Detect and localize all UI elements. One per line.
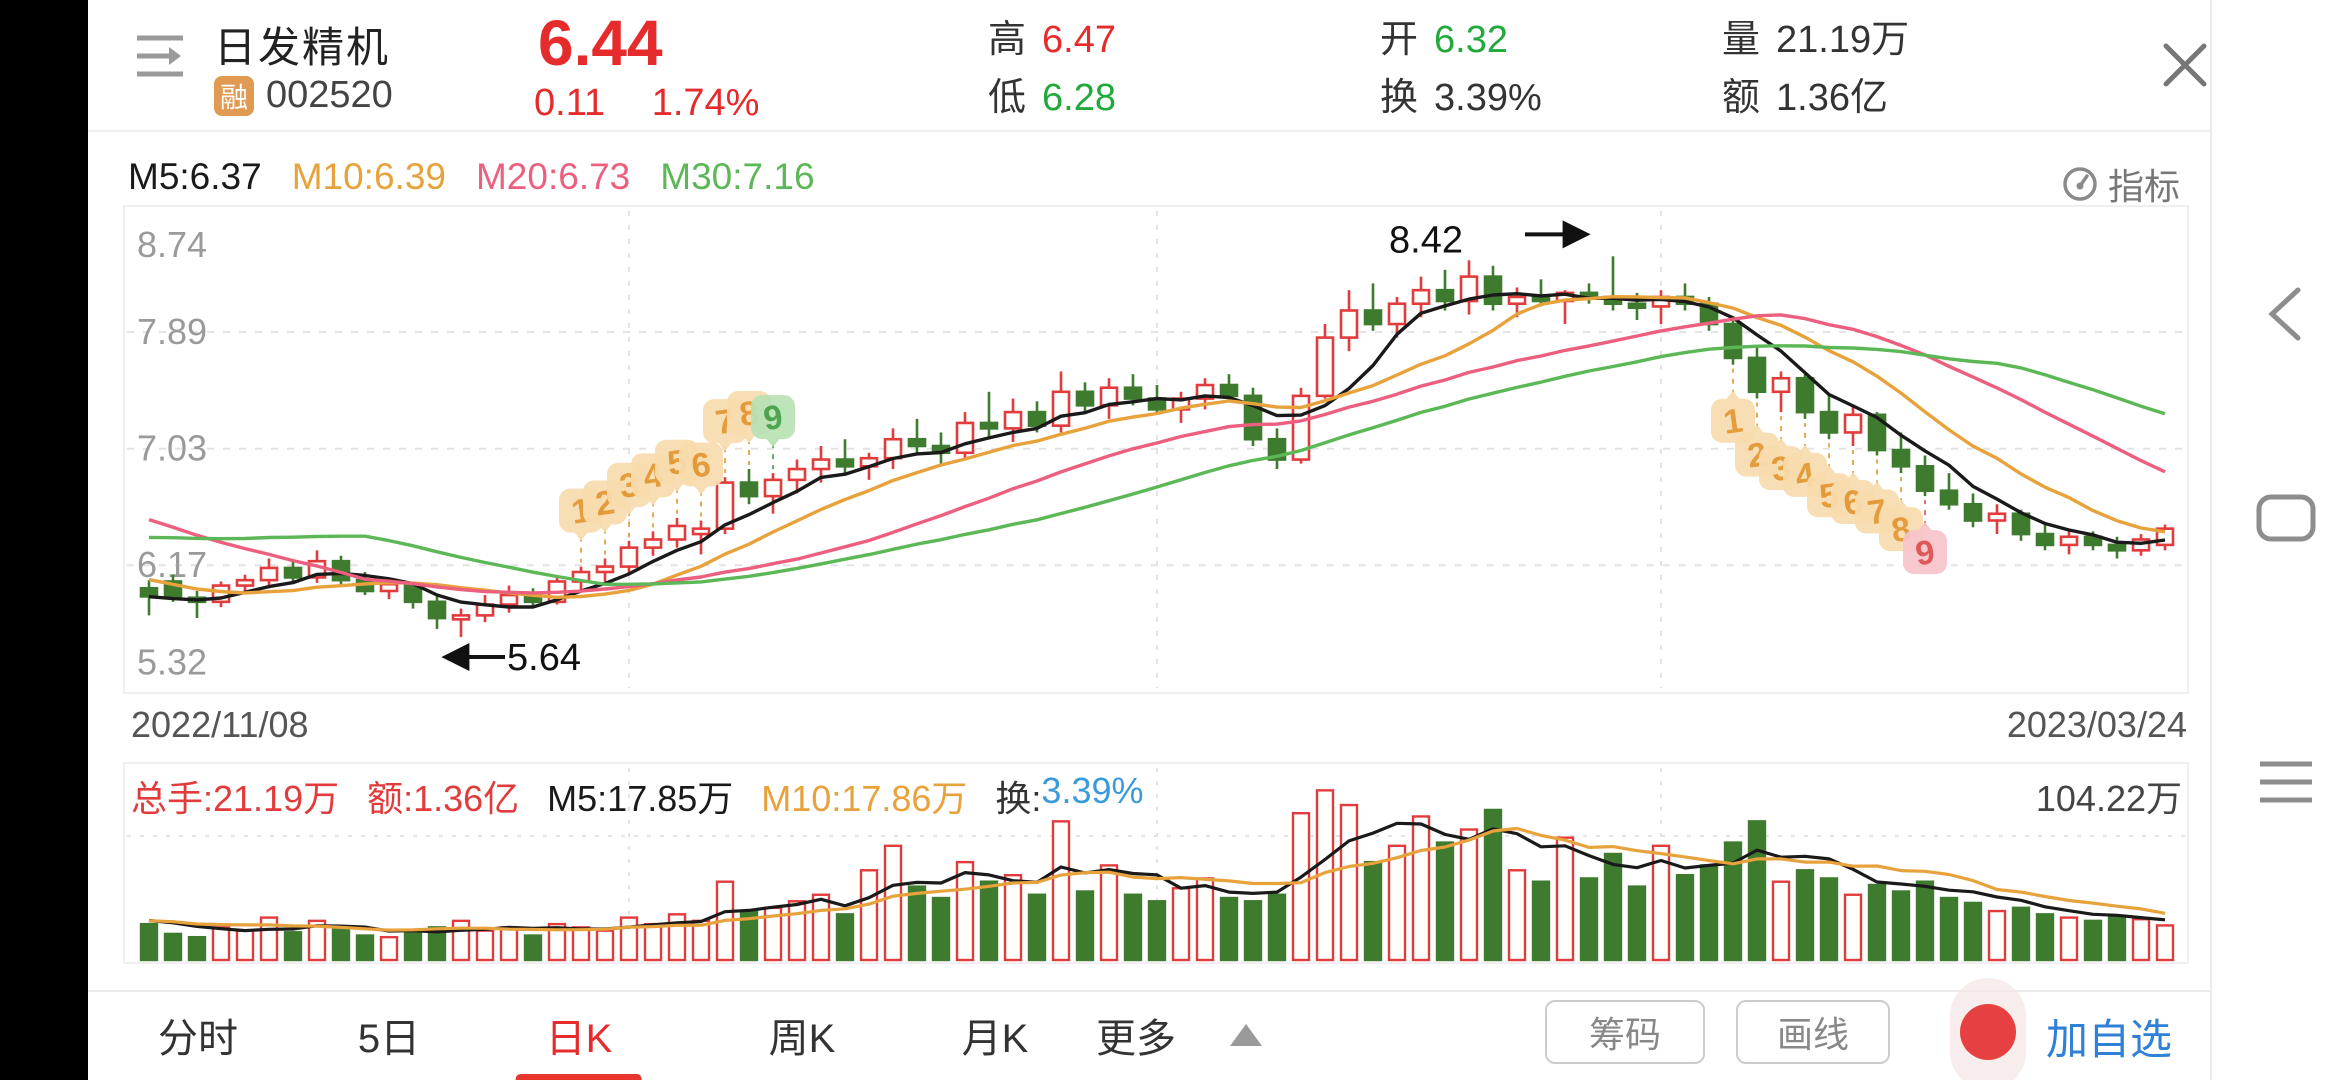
volume-chart[interactable] (123, 762, 2189, 964)
quote-stat-value: 6.47 (1042, 19, 1116, 61)
tab-日K[interactable]: 日K (546, 1006, 613, 1064)
price-change: 0.11 (534, 82, 606, 124)
td-badge-6: 6 (679, 442, 723, 495)
quote-stat-value: 3.39% (1434, 77, 1542, 119)
tab-周K[interactable]: 周K (768, 1017, 836, 1061)
quote-stat-label: 低 (988, 77, 1027, 119)
volume-legend-item: 3.39% (1041, 770, 1144, 811)
chips-button[interactable]: 筹码 (1545, 1000, 1705, 1064)
price-change-row: 0.11 1.74% (534, 82, 795, 125)
low-annotation: 5.64 (507, 637, 581, 679)
svg-text:7.03: 7.03 (137, 428, 207, 469)
quote-stat-label: 额 (1722, 77, 1761, 119)
bottom-tab-bar: 分时 5日 日K 周K 月K 更多 筹码 画线 加自选 (88, 978, 2210, 1080)
quote-stat: 量 21.19万 (1722, 18, 1909, 62)
last-price: 6.44 (538, 7, 663, 79)
td-badge-9: 9 (1903, 522, 1947, 575)
nav-back-chevron-icon[interactable] (2256, 284, 2316, 344)
more-expander-arrow-icon[interactable] (1230, 1024, 1262, 1046)
stock-code-row: 融 002520 (214, 74, 393, 117)
volume-axis-max: 104.22万 (2035, 778, 2182, 819)
quote-stat-value: 6.28 (1042, 77, 1116, 119)
stock-code: 002520 (266, 74, 393, 116)
tab-分时[interactable]: 分时 (158, 1017, 238, 1061)
nav-home-square-icon[interactable] (2254, 492, 2318, 544)
indicator-button-label: 指标 (2108, 166, 2181, 207)
record-dot-icon[interactable] (1960, 1004, 2016, 1060)
quote-stat-label: 量 (1722, 19, 1761, 61)
gauge-icon (2063, 167, 2097, 201)
ma-line-5 (148, 291, 2166, 609)
ma-legend: M5:6.37 M10:6.39 M20:6.73 M30:7.16 (128, 156, 815, 198)
quote-stat-value: 6.32 (1434, 19, 1508, 61)
quote-stat-label: 高 (988, 19, 1027, 61)
header-divider (88, 130, 2210, 132)
ma-legend-item: M5:6.37 (128, 156, 262, 197)
quote-stat: 换 3.39% (1380, 76, 1542, 120)
tab-5日[interactable]: 5日 (357, 1017, 421, 1061)
high-annotation: 8.42 (1389, 219, 1463, 261)
nav-strip-divider (2210, 0, 2212, 1080)
quote-stat: 低 6.28 (988, 76, 1116, 120)
tab-月K[interactable]: 月K (961, 1017, 1029, 1061)
quote-stat-value: 1.36亿 (1776, 77, 1888, 119)
volume-legend-item: 额:1.36亿 (367, 778, 520, 819)
volume-legend-item: 总手:21.19万 (131, 778, 340, 819)
volume-legend-item: M10:17.86万 (761, 778, 968, 819)
svg-text:8.74: 8.74 (137, 224, 207, 265)
chart-start-date: 2022/11/08 (131, 704, 309, 745)
quote-stat: 额 1.36亿 (1722, 76, 1909, 120)
ma-legend-item: M30:7.16 (660, 156, 815, 197)
volume-ma-line-10 (148, 826, 2166, 932)
tab-更多[interactable]: 更多 (1096, 1017, 1176, 1061)
ma-legend-item: M10:6.39 (291, 156, 446, 197)
volume-legend: 总手:21.19万 额:1.36亿 M5:17.85万 M10:17.86万 换: 3.3… (131, 770, 1172, 822)
svg-text:5.32: 5.32 (137, 641, 207, 682)
quote-stats-open-turnover: 开 6.32 换 3.39% (1380, 18, 1542, 120)
chart-end-date: 2023/03/24 (2006, 704, 2187, 745)
quote-stat-label: 换 (1380, 77, 1419, 119)
ma-line-20 (148, 313, 2166, 595)
ma-legend-item: M20:6.73 (475, 156, 631, 197)
quote-stats-volume-amount: 量 21.19万额 1.36亿 (1722, 18, 1909, 120)
camera-notch-strip (0, 0, 88, 1080)
quote-stats-high-low: 高 6.47 低 6.28 (988, 18, 1116, 120)
stock-switch-icon[interactable] (133, 28, 189, 84)
volume-legend-item: 换: (995, 778, 1042, 819)
td-badge-9: 9 (751, 395, 795, 448)
ma-line-30 (148, 344, 2166, 586)
quote-stat-label: 开 (1380, 19, 1419, 61)
stock-name: 日发精机 (214, 24, 391, 71)
nav-recents-hamburger-icon[interactable] (2254, 756, 2318, 808)
svg-text:7.89: 7.89 (137, 311, 207, 352)
add-watchlist-button[interactable]: 加自选 (2046, 1016, 2173, 1063)
drawline-button[interactable]: 画线 (1736, 1000, 1890, 1064)
td-badge-1: 1 (1711, 390, 1755, 443)
quote-stat: 高 6.47 (988, 18, 1116, 62)
quote-stat: 开 6.32 (1380, 18, 1542, 62)
kline-chart[interactable]: 8.747.897.036.175.321 2 3 4 5 67 8 9 12 3 45 6 7 898.… (123, 205, 2189, 694)
margin-trading-badge: 融 (214, 75, 254, 116)
volume-legend-item: M5:17.85万 (547, 778, 734, 819)
quote-stat-value: 21.19万 (1776, 19, 1910, 61)
price-change-percent: 1.74% (651, 82, 760, 124)
close-icon[interactable] (2160, 40, 2210, 90)
indicator-button[interactable]: 指标 (2060, 158, 2180, 210)
